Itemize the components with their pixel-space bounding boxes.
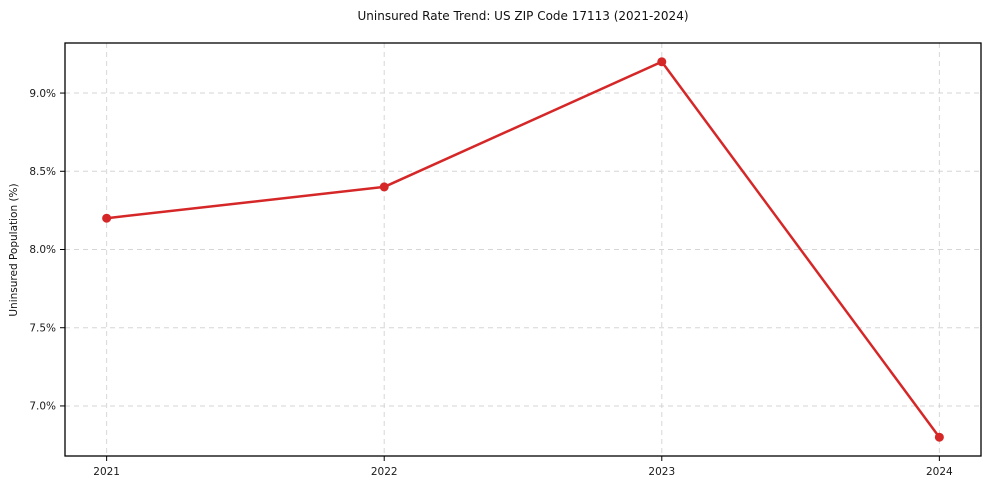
- x-tick-label: 2023: [648, 466, 675, 478]
- y-tick-label: 7.5%: [29, 322, 56, 334]
- trend-line: [105, 60, 941, 439]
- y-tick-label: 8.0%: [29, 244, 56, 256]
- y-tick-label: 7.0%: [29, 401, 56, 413]
- data-point-marker: [102, 213, 112, 223]
- y-tick-label: 9.0%: [29, 88, 56, 100]
- y-tick-label: 8.5%: [29, 166, 56, 178]
- data-point-marker: [657, 57, 667, 67]
- chart-title: Uninsured Rate Trend: US ZIP Code 17113 …: [357, 9, 689, 23]
- y-axis-label: Uninsured Population (%): [8, 183, 20, 317]
- data-point-marker: [934, 432, 944, 442]
- data-point-marker: [379, 182, 389, 192]
- x-tick-label: 2022: [371, 466, 398, 478]
- plot-frame: [64, 42, 982, 457]
- x-tick-label: 2024: [926, 466, 953, 478]
- x-tick-label: 2021: [93, 466, 120, 478]
